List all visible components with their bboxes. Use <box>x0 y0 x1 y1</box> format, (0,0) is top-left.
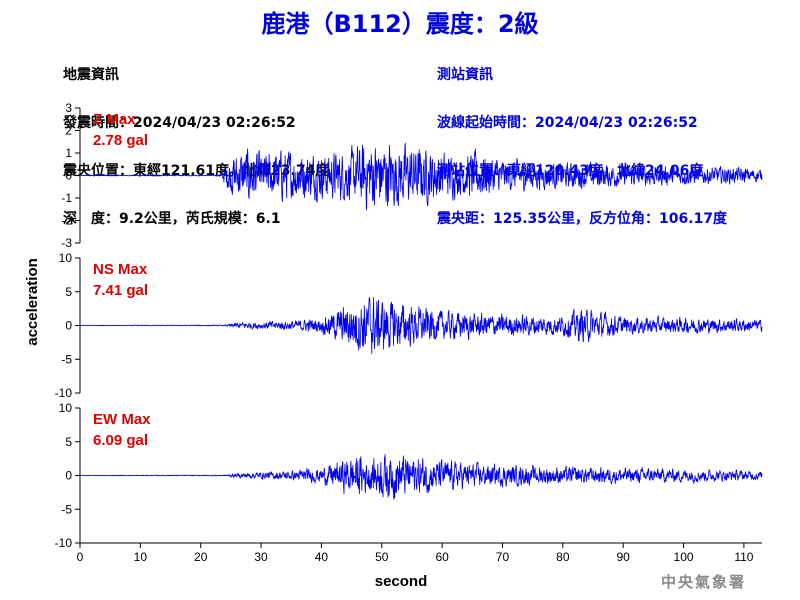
station-info-heading: 測站資訊 <box>437 67 493 83</box>
quake-info-block: 地震資訊 發震時間：2024/04/23 02:26:52 震央位置：東經121… <box>63 35 329 243</box>
max-label-z: Z Max <box>93 111 136 128</box>
x-tick-label: 90 <box>617 550 631 564</box>
y-tick-label-ew: -5 <box>61 502 72 516</box>
y-tick-label-ns: -10 <box>55 386 73 400</box>
x-tick-label: 60 <box>435 550 449 564</box>
station-info-block: 測站資訊 波線起始時間：2024/04/23 02:26:52 測站位置：東經1… <box>437 35 727 243</box>
x-axis: 0 10 20 30 40 50 60 70 80 90 100 110 <box>77 542 762 564</box>
x-tick-label: 40 <box>315 550 329 564</box>
x-tick-label: 30 <box>254 550 268 564</box>
panel-ew: 10 5 0 -5 -10 EW Max 6.09 gal <box>55 401 763 550</box>
y-tick-label-z: -3 <box>61 236 72 250</box>
x-tick-label: 0 <box>77 550 84 564</box>
max-label-ns: NS Max <box>93 261 148 278</box>
y-tick-label-z: -1 <box>61 191 72 205</box>
y-axis-label: acceleration <box>24 258 41 346</box>
origin-time: 發震時間：2024/04/23 02:26:52 <box>63 115 296 131</box>
trace-ns <box>79 297 763 354</box>
panel-ns: 10 5 0 -5 -10 NS Max 7.41 gal <box>55 251 763 400</box>
depth-magnitude: 深 度：9.2公里，芮氏規模：6.1 <box>63 211 281 227</box>
max-value-z: 2.78 gal <box>93 132 148 149</box>
epicenter-location: 震央位置：東經121.61度，北緯23.74度 <box>63 163 330 179</box>
max-value-ew: 6.09 gal <box>93 432 148 449</box>
x-tick-label: 100 <box>674 550 694 564</box>
agency-watermark: 中央氣象署 <box>660 573 746 591</box>
y-tick-label-z: 1 <box>65 146 72 160</box>
y-tick-label-z: -2 <box>61 214 72 228</box>
y-tick-label-z: 2 <box>65 124 72 138</box>
trace-ew <box>79 454 763 500</box>
x-tick-label: 50 <box>375 550 389 564</box>
trace-z <box>79 142 763 211</box>
y-tick-label-ew: 5 <box>65 435 72 449</box>
x-tick-label: 70 <box>496 550 510 564</box>
x-tick-label: 110 <box>734 550 753 564</box>
y-tick-label-ns: -5 <box>61 352 72 366</box>
wave-start-time: 波線起始時間：2024/04/23 02:26:52 <box>437 115 698 131</box>
y-tick-label-ns: 5 <box>65 285 72 299</box>
max-label-ew: EW Max <box>93 411 151 428</box>
x-tick-label: 10 <box>134 550 148 564</box>
y-tick-label-ew: 10 <box>59 401 73 415</box>
y-tick-label-z: 0 <box>65 169 72 183</box>
y-tick-label-ns: 10 <box>59 251 73 265</box>
y-tick-label-z: 3 <box>65 101 72 115</box>
quake-info-heading: 地震資訊 <box>63 67 119 83</box>
y-tick-label-ew: 0 <box>65 469 72 483</box>
panel-z: 3 2 1 0 -1 -2 -3 Z Max 2.78 gal <box>61 101 763 250</box>
epicentral-distance: 震央距：125.35公里，反方位角：106.17度 <box>437 211 728 227</box>
x-axis-label: second <box>375 573 428 590</box>
chart-title: 鹿港（B112）震度：2級 <box>261 10 539 38</box>
x-tick-label: 80 <box>556 550 570 564</box>
y-tick-label-ew: -10 <box>55 536 73 550</box>
max-value-ns: 7.41 gal <box>93 282 148 299</box>
x-tick-label: 20 <box>194 550 208 564</box>
y-tick-label-ns: 0 <box>65 319 72 333</box>
